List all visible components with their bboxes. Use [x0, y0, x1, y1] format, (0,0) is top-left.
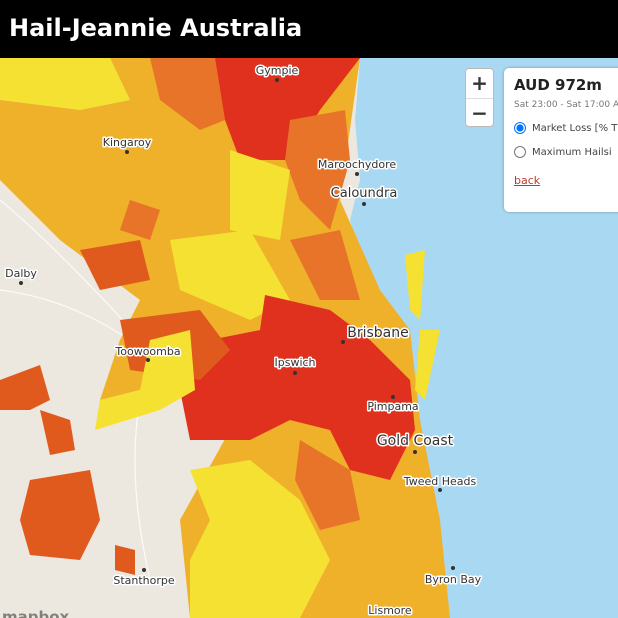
option-label: Market Loss [% T [532, 122, 618, 134]
place-label: Dalby [5, 267, 37, 280]
place-label: Brisbane [347, 325, 409, 341]
place-label: Caloundra [331, 186, 398, 201]
place-label: Maroochydore [318, 158, 396, 171]
place-label: Ipswich [274, 356, 315, 369]
zoom-control: + − [465, 68, 494, 127]
radio[interactable] [514, 122, 526, 134]
option[interactable]: Maximum Hailsi [514, 146, 618, 158]
place-label: Tweed Heads [403, 475, 477, 488]
place-label: Gold Coast [377, 433, 454, 449]
place-label: Kingaroy [103, 136, 152, 149]
option-label: Maximum Hailsi [532, 146, 612, 158]
loss-amount: AUD 972m [514, 76, 602, 94]
place-label: Lismore [368, 604, 412, 617]
attribution: mapbox [2, 608, 70, 618]
zoom-out[interactable]: − [466, 98, 493, 128]
place-label: Toowoomba [114, 345, 180, 358]
map[interactable]: Gympie Kingaroy Maroochydore Caloundra D… [0, 58, 618, 618]
zoom-in[interactable]: + [471, 71, 488, 95]
info-panel: AUD 972m Sat 23:00 - Sat 17:00 A Market … [504, 68, 618, 212]
option[interactable]: Market Loss [% T [514, 122, 618, 134]
place-label: Byron Bay [425, 573, 482, 586]
header-title: Hail-Jeannie Australia [0, 0, 618, 58]
radio[interactable] [514, 146, 526, 158]
place-label: Gympie [256, 64, 299, 77]
time-range: Sat 23:00 - Sat 17:00 A [514, 100, 618, 110]
place-label: Stanthorpe [113, 574, 175, 587]
back-link[interactable]: back [514, 174, 541, 187]
place-label: Pimpama [367, 400, 418, 413]
